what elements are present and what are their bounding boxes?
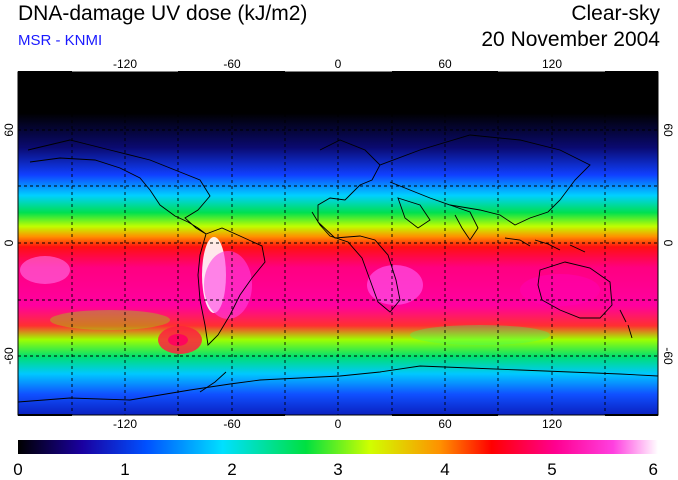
top-lon-label-neg60: -60 xyxy=(223,57,241,71)
map-title: DNA-damage UV dose (kJ/m2) xyxy=(18,2,308,25)
bottom-lon-label-neg120: -120 xyxy=(113,417,137,431)
map-frame xyxy=(17,71,659,416)
bottom-lon-label-120: 120 xyxy=(542,417,562,431)
colorbar-label-4: 4 xyxy=(440,460,449,479)
new-zealand-coast xyxy=(619,309,633,339)
graticule xyxy=(18,72,658,415)
uv-dose-field xyxy=(18,72,658,415)
colorbar-label-3: 3 xyxy=(333,460,342,479)
bottom-longitude-labels: -120 -60 0 60 120 xyxy=(113,417,562,431)
top-lon-label-120: 120 xyxy=(542,57,562,71)
antarctica-coast xyxy=(18,365,658,403)
europe-africa-coast xyxy=(311,139,401,313)
bottom-lon-label-0: 0 xyxy=(335,417,342,431)
southern-africa-hotspot xyxy=(367,265,423,305)
bottom-lon-label-60: 60 xyxy=(438,417,452,431)
top-lon-label-neg120: -120 xyxy=(113,57,137,71)
asia-coast xyxy=(379,134,591,226)
colorbar-label-0: 0 xyxy=(13,460,22,479)
colorbar-labels: 0 1 2 3 4 5 6 xyxy=(13,460,658,479)
colorbar-label-2: 2 xyxy=(227,460,236,479)
frame-tick-bars xyxy=(18,71,658,416)
left-lat-label-0: 0 xyxy=(2,239,16,246)
right-lat-label-0: 0 xyxy=(661,240,675,247)
indonesia-coast xyxy=(504,237,586,253)
map-date: 20 November 2004 xyxy=(481,28,660,51)
australia-coast xyxy=(537,261,613,319)
arabia-coast xyxy=(397,197,431,229)
left-lat-label-neg60: -60 xyxy=(2,347,16,365)
colorbar-label-1: 1 xyxy=(120,460,129,479)
antarctic-peninsula-coast xyxy=(199,371,227,393)
india-coast xyxy=(449,204,479,241)
coastlines xyxy=(18,134,658,403)
left-latitude-labels: 60 0 -60 xyxy=(2,123,16,365)
right-lat-label-60: 60 xyxy=(661,123,675,137)
south-america-coast xyxy=(197,227,266,346)
top-lon-label-0: 0 xyxy=(335,57,342,71)
data-source-label: MSR - KNMI xyxy=(18,32,103,49)
colorbar xyxy=(18,440,658,454)
colorbar-label-6: 6 xyxy=(649,460,658,479)
right-latitude-labels: 60 0 -60 xyxy=(661,123,675,365)
bottom-lon-label-neg60: -60 xyxy=(223,417,241,431)
right-lat-label-neg60: -60 xyxy=(661,347,675,365)
top-lon-label-60: 60 xyxy=(438,57,452,71)
left-lat-label-60: 60 xyxy=(2,123,16,137)
colorbar-label-5: 5 xyxy=(547,460,556,479)
top-longitude-labels: -120 -60 0 60 120 xyxy=(113,57,562,71)
sky-condition-label: Clear-sky xyxy=(571,2,660,25)
